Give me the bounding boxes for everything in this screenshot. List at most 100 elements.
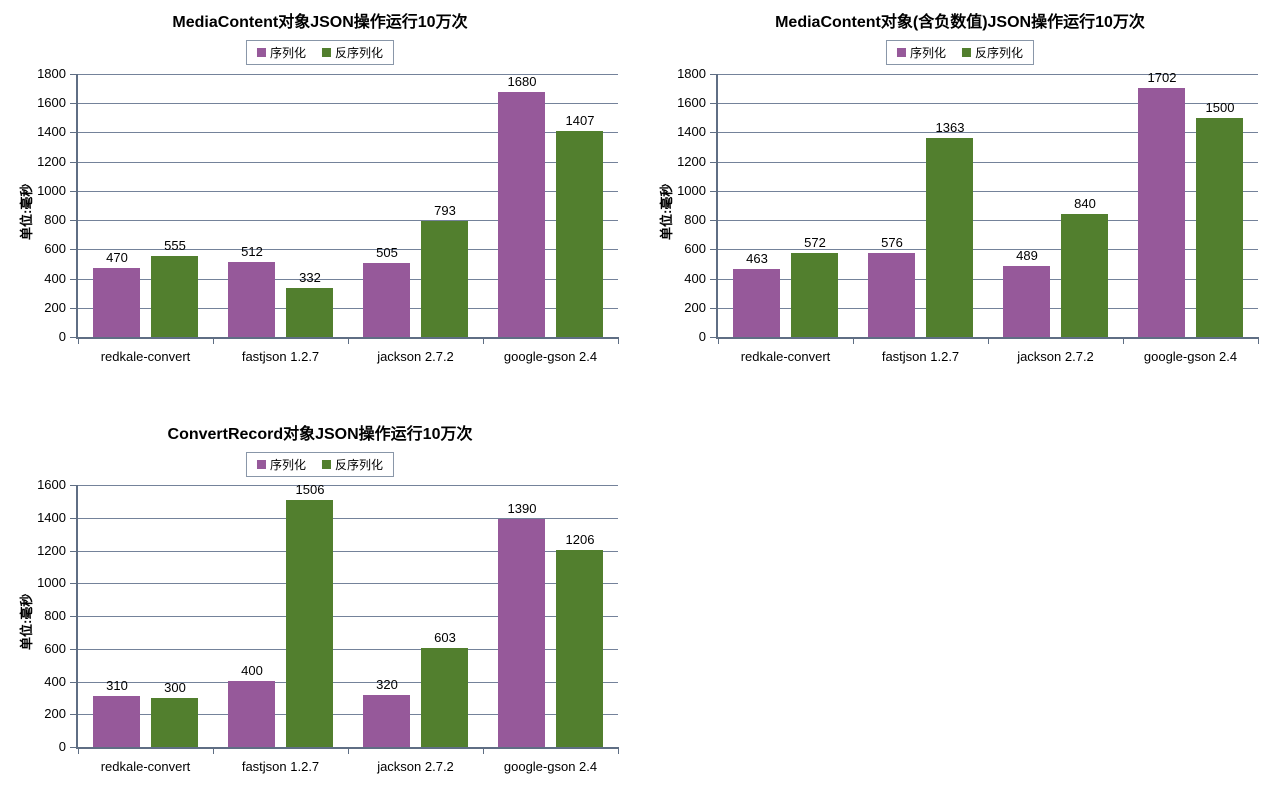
bar-value-label: 505 bbox=[376, 245, 398, 260]
legend-label-deserialize: 反序列化 bbox=[335, 46, 384, 60]
y-tick-label: 1600 bbox=[37, 477, 66, 492]
y-tick-label: 600 bbox=[44, 641, 66, 656]
y-tick bbox=[70, 649, 76, 650]
bar-serialize bbox=[733, 269, 780, 337]
bar-serialize bbox=[228, 681, 275, 747]
y-tick bbox=[710, 249, 716, 250]
gridline bbox=[78, 682, 618, 683]
y-tick-label: 1800 bbox=[37, 66, 66, 81]
bar-value-label: 463 bbox=[746, 251, 768, 266]
y-tick-label: 1200 bbox=[37, 543, 66, 558]
x-tick-label: google-gson 2.4 bbox=[503, 759, 598, 774]
x-tick-label: jackson 2.7.2 bbox=[1017, 349, 1094, 364]
y-tick-label: 200 bbox=[44, 706, 66, 721]
y-tick-label: 1000 bbox=[677, 183, 706, 198]
gridline bbox=[718, 132, 1258, 133]
bar-value-label: 576 bbox=[881, 235, 903, 250]
bar-serialize bbox=[1138, 88, 1185, 337]
bar-deserialize bbox=[556, 550, 603, 747]
chart-title: ConvertRecord对象JSON操作运行10万次 bbox=[167, 426, 473, 443]
legend: 序列化 反序列化 bbox=[245, 40, 395, 65]
gridline bbox=[78, 649, 618, 650]
x-tick bbox=[213, 747, 214, 754]
plot-area: 0 200 400 600 800 1000 1200 1400 1600 1800 redkale… bbox=[677, 67, 1259, 364]
y-tick bbox=[710, 74, 716, 75]
bar-value-label: 310 bbox=[106, 678, 128, 693]
x-tick-label: fastjson 1.2.7 bbox=[881, 349, 960, 364]
x-tick bbox=[718, 337, 719, 344]
y-tick-label: 0 bbox=[58, 739, 66, 754]
bar-deserialize bbox=[286, 288, 333, 337]
x-tick-label: google-gson 2.4 bbox=[503, 349, 598, 364]
bar-value-label: 489 bbox=[1016, 248, 1038, 263]
y-tick-label: 600 bbox=[684, 241, 706, 256]
bar-value-label: 400 bbox=[241, 663, 263, 678]
x-tick-label: redkale-convert bbox=[100, 759, 191, 774]
plot-area: 0 200 400 600 800 1000 1200 1400 1600 redkale-con… bbox=[37, 478, 619, 774]
bar-deserialize bbox=[421, 221, 468, 337]
x-tick-label: fastjson 1.2.7 bbox=[241, 349, 320, 364]
plot-area: 0 200 400 600 800 1000 1200 1400 1600 1800 redkale… bbox=[37, 67, 619, 364]
bar-serialize bbox=[93, 696, 140, 747]
y-tick bbox=[70, 747, 76, 748]
bar-value-label: 555 bbox=[164, 238, 186, 253]
y-tick bbox=[70, 220, 76, 221]
y-tick bbox=[70, 162, 76, 163]
legend-swatch-serialize-icon bbox=[256, 48, 266, 57]
y-tick bbox=[70, 518, 76, 519]
y-tick-label: 800 bbox=[44, 608, 66, 623]
y-tick-label: 1800 bbox=[677, 66, 706, 81]
bar-deserialize bbox=[151, 698, 198, 747]
y-tick bbox=[70, 308, 76, 309]
x-tick bbox=[483, 337, 484, 344]
x-tick bbox=[618, 337, 619, 344]
y-tick bbox=[70, 103, 76, 104]
bar-value-label: 1390 bbox=[507, 501, 537, 516]
x-tick-label: redkale-convert bbox=[740, 349, 831, 364]
bar-value-label: 332 bbox=[299, 270, 321, 285]
y-tick bbox=[70, 191, 76, 192]
bar-value-label: 1206 bbox=[565, 532, 595, 547]
gridline bbox=[78, 308, 618, 309]
y-tick bbox=[70, 616, 76, 617]
x-tick bbox=[1258, 337, 1259, 344]
bar-serialize bbox=[363, 263, 410, 337]
bar-deserialize bbox=[151, 256, 198, 337]
legend-item-deserialize: 反序列化 bbox=[962, 44, 1023, 61]
bar-serialize bbox=[93, 268, 140, 337]
gridline bbox=[718, 191, 1258, 192]
bar-deserialize bbox=[1196, 118, 1243, 337]
gridline bbox=[78, 249, 618, 250]
legend-swatch-deserialize-icon bbox=[322, 460, 331, 469]
bar-value-label: 603 bbox=[434, 630, 456, 645]
legend-label-serialize: 序列化 bbox=[909, 46, 946, 60]
y-tick-label: 1200 bbox=[677, 154, 706, 169]
y-tick-label: 1000 bbox=[37, 183, 66, 198]
bar-value-label: 1500 bbox=[1205, 100, 1235, 115]
gridline bbox=[78, 103, 618, 104]
y-tick bbox=[710, 103, 716, 104]
bar-serialize bbox=[498, 92, 545, 337]
legend-item-deserialize: 反序列化 bbox=[322, 456, 383, 473]
y-tick-label: 600 bbox=[44, 241, 66, 256]
bar-serialize bbox=[228, 262, 275, 337]
legend-item-deserialize: 反序列化 bbox=[322, 44, 383, 61]
y-tick bbox=[710, 220, 716, 221]
bar-value-label: 1506 bbox=[295, 482, 325, 497]
y-tick-label: 1200 bbox=[37, 154, 66, 169]
gridline bbox=[718, 220, 1258, 221]
y-tick-label: 400 bbox=[44, 674, 66, 689]
chart-convertrecord: ConvertRecord对象JSON操作运行10万次 序列化 反序列化 单位:… bbox=[0, 412, 640, 800]
y-tick bbox=[710, 279, 716, 280]
bar-value-label: 512 bbox=[241, 244, 263, 259]
gridline bbox=[78, 551, 618, 552]
legend-label-serialize: 序列化 bbox=[269, 458, 306, 472]
y-tick bbox=[710, 191, 716, 192]
x-tick bbox=[213, 337, 214, 344]
legend-swatch-serialize-icon bbox=[896, 48, 906, 57]
bar-value-label: 793 bbox=[434, 203, 456, 218]
y-tick bbox=[70, 337, 76, 338]
gridline bbox=[78, 518, 618, 519]
y-tick-label: 1600 bbox=[37, 95, 66, 110]
y-tick-label: 1000 bbox=[37, 575, 66, 590]
